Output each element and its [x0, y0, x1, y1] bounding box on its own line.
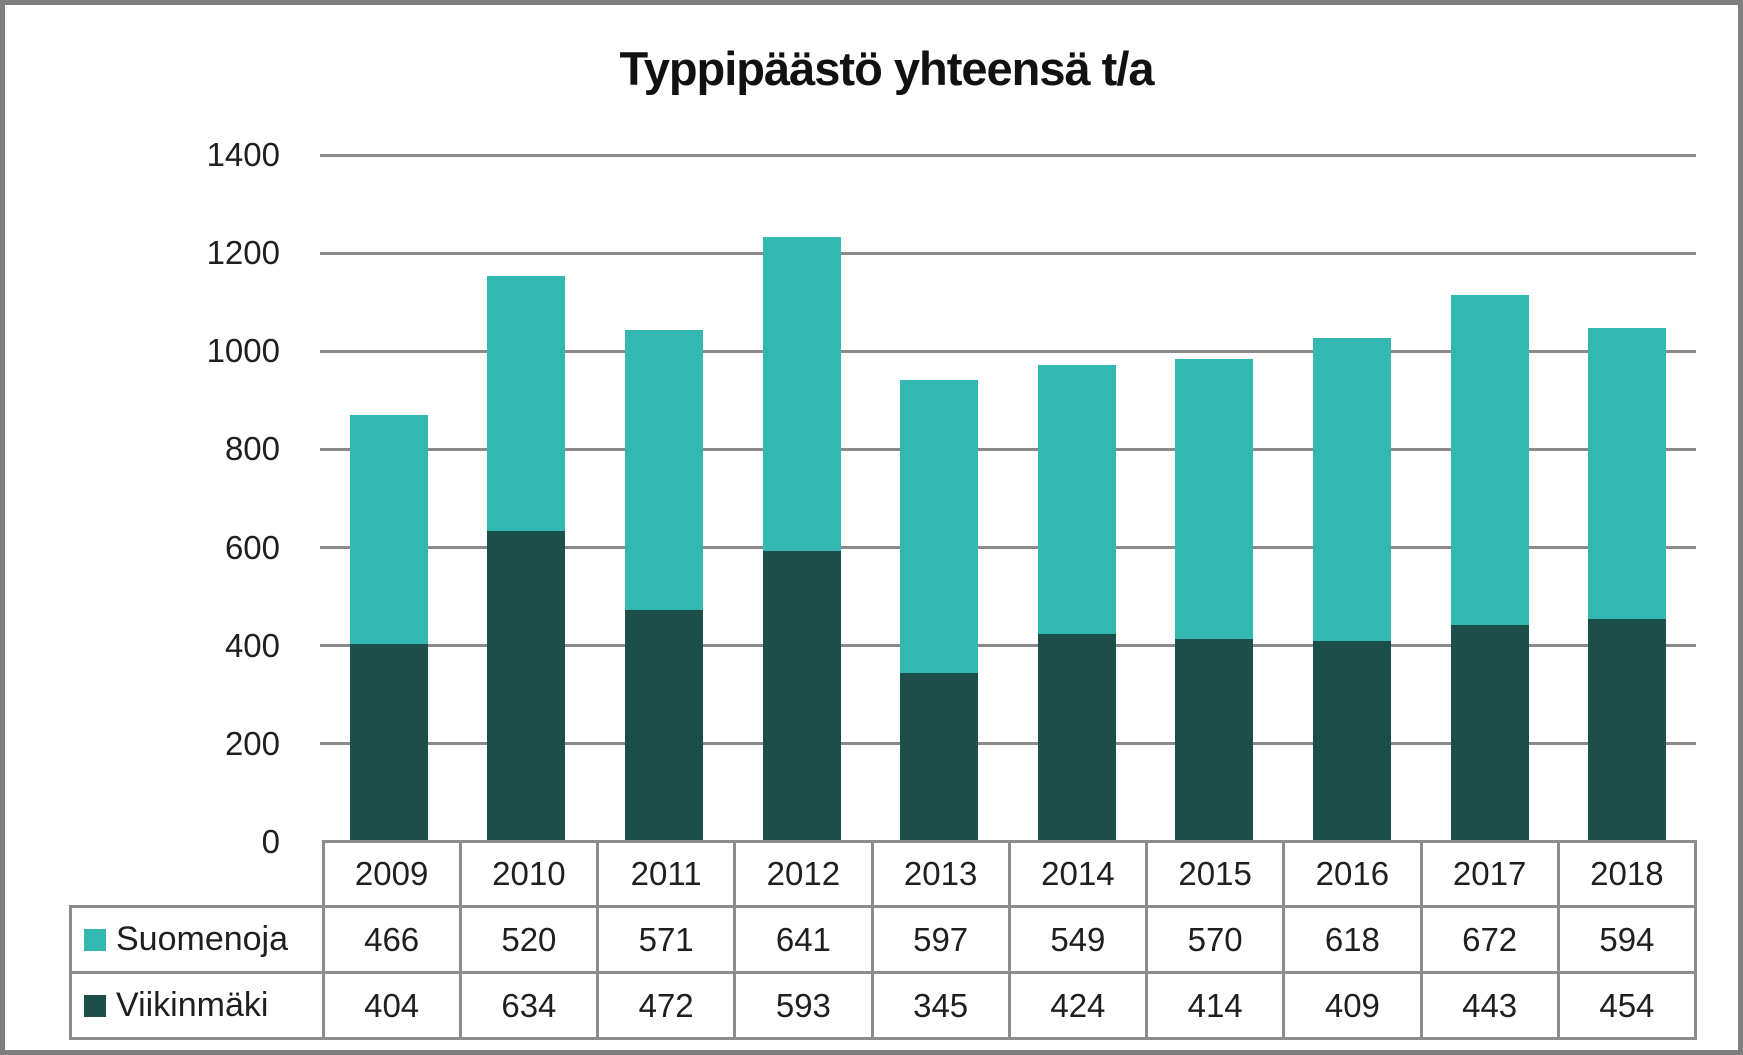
gridline-200: [320, 742, 1696, 746]
gridline-1000: [320, 349, 1696, 353]
value-cell-suomenoja-2015: 570: [1144, 905, 1286, 974]
value-cell-viikinm-ki-2010: 634: [458, 971, 600, 1040]
legend-cell-suomenoja: Suomenoja: [69, 905, 325, 974]
bar-segment-viikinm-ki-2015: [1175, 638, 1254, 842]
bar-segment-viikinm-ki-2017: [1450, 624, 1529, 842]
bar-segment-viikinm-ki-2014: [1037, 633, 1116, 842]
value-cell-suomenoja-2018: 594: [1556, 905, 1698, 974]
y-axis-tick-label-1200: 1200: [206, 234, 280, 272]
value-cell-viikinm-ki-2017: 443: [1419, 971, 1560, 1040]
legend-swatch-icon-viikinm-ki: [84, 994, 106, 1017]
y-axis-tick-label-0: 0: [261, 823, 280, 860]
bar-segment-suomenoja-2014: [1037, 364, 1116, 634]
bar-segment-viikinm-ki-2010: [487, 530, 566, 842]
value-cell-suomenoja-2014: 549: [1007, 905, 1149, 974]
value-cell-suomenoja-2011: 571: [595, 905, 737, 974]
year-header-cell-2015: 2015: [1144, 840, 1286, 908]
value-cell-viikinm-ki-2018: 454: [1556, 971, 1698, 1040]
bar-segment-suomenoja-2015: [1175, 359, 1254, 639]
chart-title: Typpipäästö yhteensä t/a: [619, 42, 1154, 95]
value-cell-viikinm-ki-2009: 404: [321, 971, 462, 1040]
bar-segment-viikinm-ki-2018: [1588, 619, 1667, 842]
gridline-600: [320, 546, 1696, 550]
value-cell-suomenoja-2012: 641: [733, 905, 874, 974]
bar-segment-suomenoja-2017: [1450, 294, 1529, 625]
bar-segment-suomenoja-2010: [487, 275, 566, 531]
data-table: 2009 2010 2011 2012 2013 2014 2015 2016 2017 2018…: [69, 840, 1698, 1040]
y-axis-tick-label-400: 400: [224, 626, 280, 664]
plot-area: [5, 5, 1738, 1050]
bar-segment-suomenoja-2011: [625, 330, 703, 611]
year-header-cell-2017: 2017: [1419, 840, 1560, 908]
bar-segment-suomenoja-2009: [349, 415, 428, 644]
year-header-cell-2014: 2014: [1007, 840, 1149, 908]
y-axis-tick-label-1400: 1400: [206, 136, 280, 173]
year-header-cell-2012: 2012: [733, 840, 874, 908]
value-cell-viikinm-ki-2016: 409: [1282, 971, 1423, 1040]
bar-segment-viikinm-ki-2012: [762, 551, 841, 842]
year-header-cell-2010: 2010: [458, 840, 600, 908]
bar-segment-suomenoja-2012: [762, 236, 841, 551]
y-axis-tick-label-800: 800: [224, 430, 280, 468]
value-cell-viikinm-ki-2013: 345: [870, 971, 1011, 1040]
gridline-400: [320, 644, 1696, 648]
bar-segment-viikinm-ki-2011: [625, 610, 703, 842]
year-header-cell-2009: 2009: [321, 840, 462, 908]
year-header-cell-2011: 2011: [595, 840, 737, 908]
year-header-cell-2016: 2016: [1282, 840, 1423, 908]
bar-segment-viikinm-ki-2016: [1313, 641, 1391, 842]
value-cell-viikinm-ki-2011: 472: [595, 971, 737, 1040]
bar-segment-viikinm-ki-2009: [349, 643, 428, 842]
y-axis-tick-label-200: 200: [224, 724, 280, 762]
value-cell-suomenoja-2010: 520: [458, 905, 600, 974]
y-axis-tick-label-600: 600: [224, 528, 280, 566]
y-axis-tick-label-1000: 1000: [206, 332, 280, 370]
value-cell-suomenoja-2009: 466: [321, 905, 462, 974]
value-cell-viikinm-ki-2012: 593: [733, 971, 874, 1040]
bar-segment-suomenoja-2018: [1588, 327, 1667, 620]
year-header-cell-2018: 2018: [1556, 840, 1698, 908]
bar-segment-suomenoja-2016: [1313, 338, 1391, 642]
value-cell-suomenoja-2016: 618: [1282, 905, 1423, 974]
bar-segment-suomenoja-2013: [900, 379, 979, 673]
y-axis-labels: 0 200 400 600 800 1000 1200 1400: [5, 5, 1738, 1050]
year-header-cell-2013: 2013: [870, 840, 1011, 908]
value-cell-viikinm-ki-2014: 424: [1007, 971, 1149, 1040]
legend-cell-viikinm-ki: Viikinmäki: [69, 971, 325, 1040]
legend-label-viikinm-ki: Viikinmäki: [116, 986, 269, 1024]
gridline-800: [320, 447, 1696, 451]
gridline-1200: [320, 251, 1696, 255]
bar-segment-viikinm-ki-2013: [900, 672, 979, 842]
value-cell-suomenoja-2013: 597: [870, 905, 1011, 974]
legend-label-suomenoja: Suomenoja: [116, 920, 289, 958]
legend-swatch-icon-suomenoja: [84, 928, 106, 951]
value-cell-suomenoja-2017: 672: [1419, 905, 1560, 974]
value-cell-viikinm-ki-2015: 414: [1144, 971, 1286, 1040]
gridline-1400: [320, 153, 1696, 157]
